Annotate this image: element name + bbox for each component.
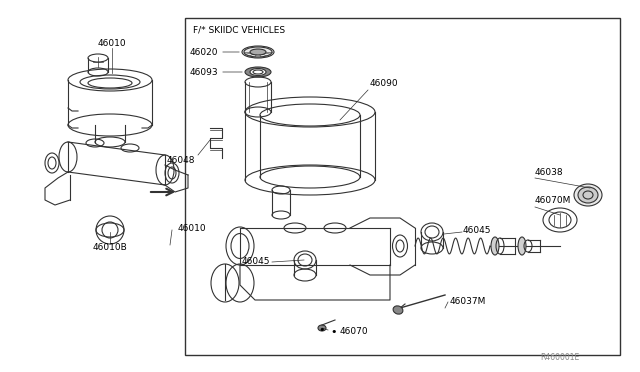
Bar: [185, 18, 620, 355]
Text: 46045: 46045: [241, 257, 270, 266]
Text: 46038: 46038: [535, 167, 564, 176]
Text: 46020: 46020: [189, 48, 218, 57]
Ellipse shape: [578, 187, 598, 203]
Text: 46037M: 46037M: [450, 298, 486, 307]
Text: F/* SKIIDC VEHICLES: F/* SKIIDC VEHICLES: [193, 26, 285, 35]
Ellipse shape: [393, 306, 403, 314]
Ellipse shape: [574, 184, 602, 206]
Text: 46010: 46010: [98, 38, 126, 48]
Text: 46090: 46090: [370, 78, 399, 87]
Ellipse shape: [250, 49, 266, 55]
Ellipse shape: [242, 46, 274, 58]
Text: 46010: 46010: [178, 224, 207, 232]
Ellipse shape: [318, 325, 326, 331]
Ellipse shape: [518, 237, 526, 255]
Ellipse shape: [491, 237, 499, 255]
Text: •: •: [330, 327, 337, 337]
Ellipse shape: [245, 67, 271, 77]
Text: 46070: 46070: [340, 327, 369, 337]
Text: 46048: 46048: [166, 155, 195, 164]
Text: 46010B: 46010B: [93, 244, 127, 253]
Text: R460001E: R460001E: [541, 353, 580, 362]
Text: •: •: [318, 325, 324, 335]
Text: 46045: 46045: [463, 225, 492, 234]
Text: 46093: 46093: [189, 67, 218, 77]
Ellipse shape: [250, 68, 266, 76]
Text: 46070M: 46070M: [535, 196, 572, 205]
